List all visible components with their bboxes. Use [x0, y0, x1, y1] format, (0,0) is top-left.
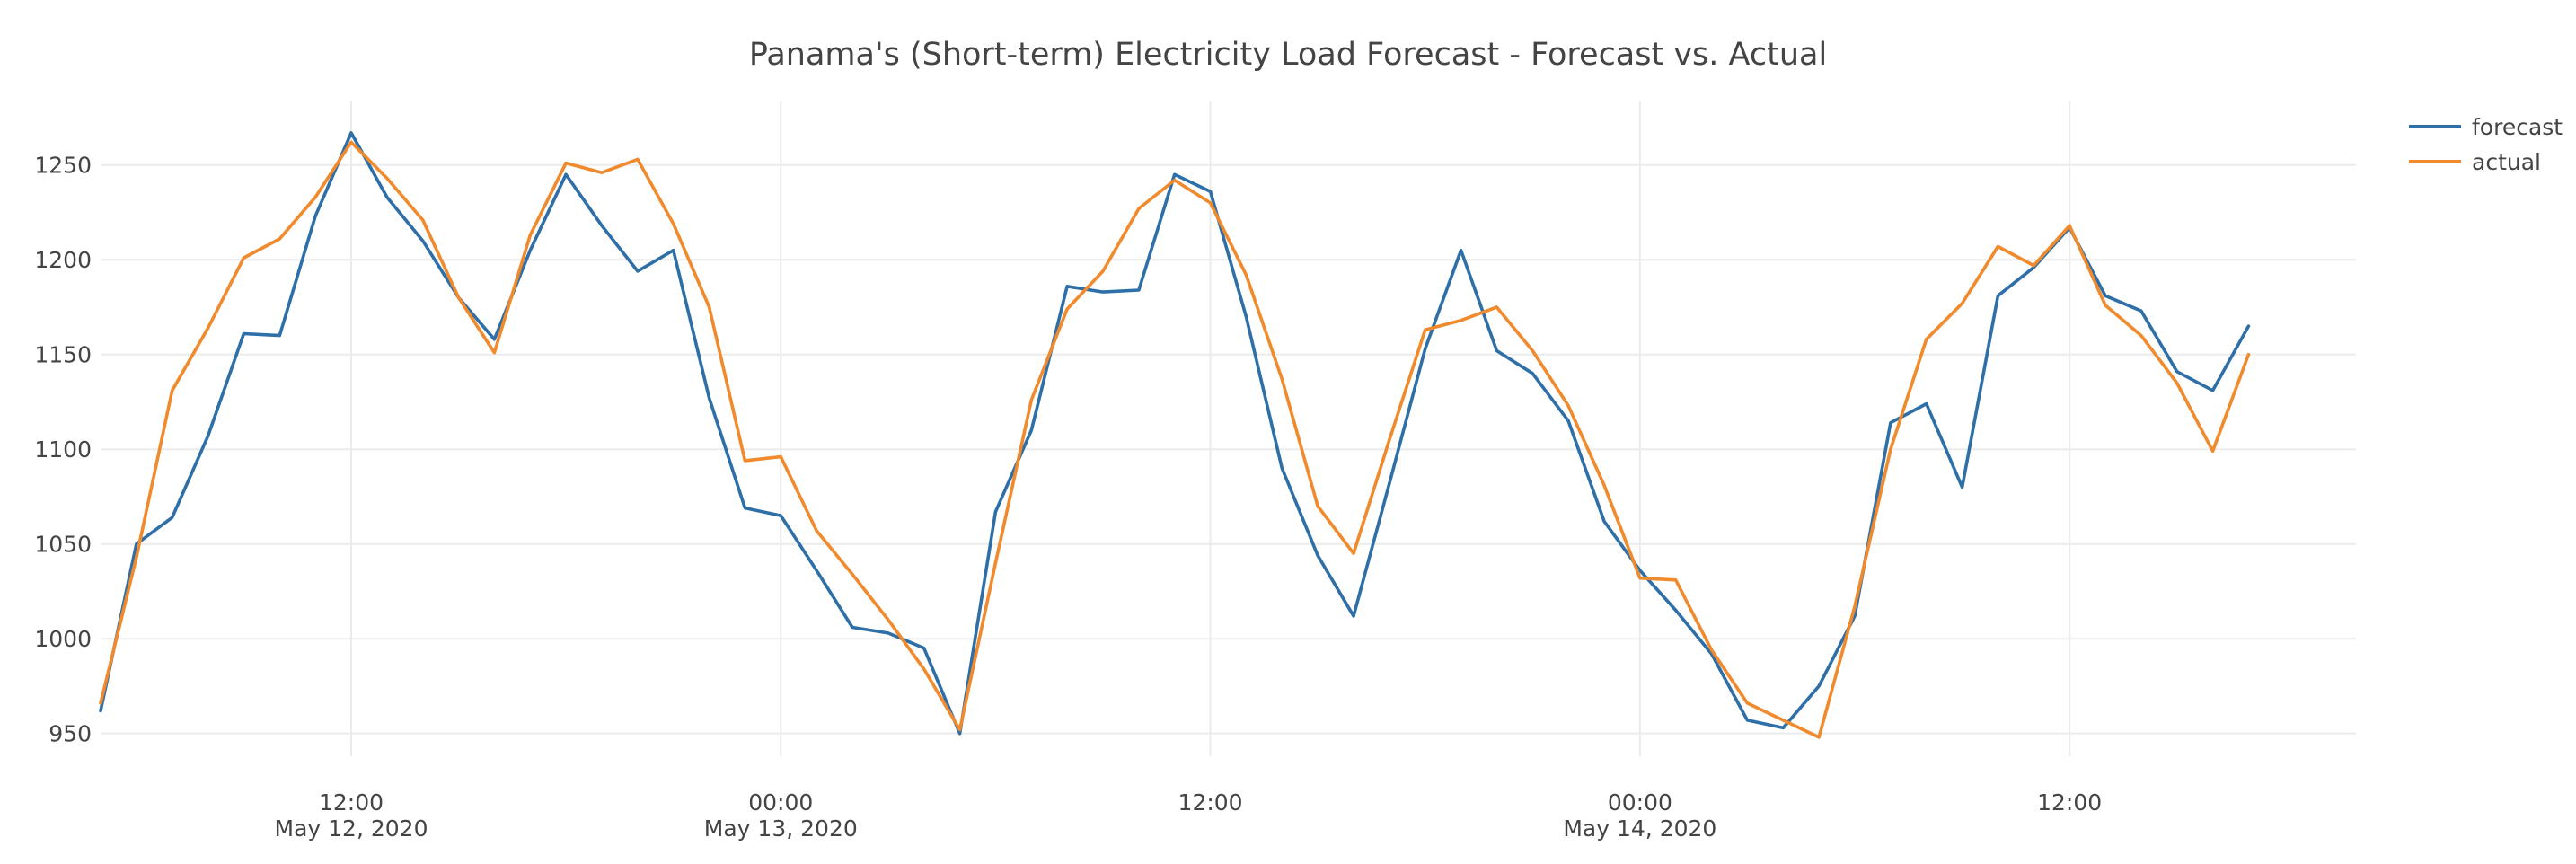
- series-line-actual: [99, 140, 2251, 739]
- x-tick-date-label: May 12, 2020: [275, 816, 428, 842]
- x-tick-label: 12:00: [2037, 789, 2102, 816]
- x-tick-label: 00:00: [748, 789, 813, 816]
- y-tick-label: 950: [49, 721, 92, 747]
- legend-item-actual[interactable]: actual: [2409, 149, 2541, 175]
- grid-lines: [101, 101, 2356, 756]
- chart-title: Panama's (Short-term) Electricity Load F…: [749, 37, 1827, 73]
- legend-label: forecast: [2472, 114, 2563, 140]
- legend-item-forecast[interactable]: forecast: [2409, 114, 2563, 140]
- y-tick-label: 1150: [34, 342, 92, 368]
- x-tick-label: 12:00: [319, 789, 384, 816]
- y-tick-label: 1000: [34, 626, 92, 652]
- series-lines: [99, 131, 2251, 739]
- y-tick-label: 1200: [34, 247, 92, 273]
- x-tick-date-label: May 13, 2020: [704, 816, 858, 842]
- y-tick-label: 1250: [34, 153, 92, 179]
- x-tick-date-label: May 14, 2020: [1563, 816, 1716, 842]
- legend-label: actual: [2472, 149, 2541, 175]
- x-tick-label: 00:00: [1608, 789, 1672, 816]
- y-tick-label: 1100: [34, 436, 92, 463]
- x-tick-label: 12:00: [1178, 789, 1243, 816]
- legend[interactable]: forecast actual: [2409, 114, 2563, 175]
- y-tick-label: 1050: [34, 532, 92, 558]
